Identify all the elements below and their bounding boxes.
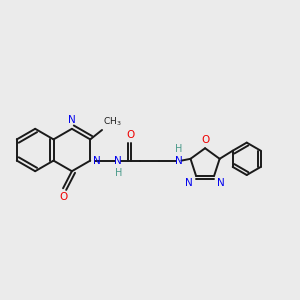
Text: N: N — [93, 156, 101, 166]
Text: O: O — [201, 135, 209, 145]
Text: O: O — [59, 192, 67, 202]
Text: CH$_3$: CH$_3$ — [103, 115, 121, 128]
Text: N: N — [114, 156, 122, 166]
Text: N: N — [68, 115, 76, 125]
Text: O: O — [127, 130, 135, 140]
Text: H: H — [115, 168, 122, 178]
Text: N: N — [217, 178, 225, 188]
Text: N: N — [175, 156, 182, 166]
Text: N: N — [185, 178, 193, 188]
Text: H: H — [175, 144, 182, 154]
